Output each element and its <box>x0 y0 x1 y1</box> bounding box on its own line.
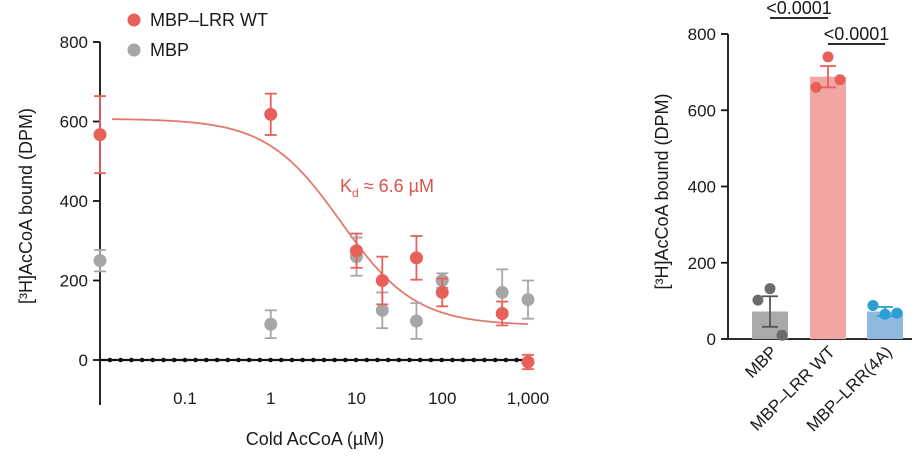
baseline-dot <box>514 357 519 363</box>
baseline-dot <box>236 357 241 363</box>
baseline-dot <box>364 357 370 363</box>
baseline-dot <box>225 357 230 363</box>
baseline-dot <box>289 357 295 363</box>
kd-value: ≈ 6.6 µM <box>359 176 434 196</box>
data-point <box>93 254 107 268</box>
legend-label: MBP–LRR WT <box>150 10 268 30</box>
baseline-dot <box>118 357 123 363</box>
data-point <box>435 285 449 299</box>
baseline-dot <box>418 357 423 363</box>
baseline-dot <box>171 357 177 363</box>
baseline-dot <box>150 357 156 363</box>
data-point <box>409 251 423 265</box>
left-plot: 0 200 400 600 800 0.1 1 10 100 1,000 Cold AcCoA (µ… <box>16 10 549 449</box>
baseline-dot <box>471 357 477 363</box>
data-point <box>93 128 107 142</box>
right-y-tick-label: 800 <box>688 25 716 44</box>
data-point <box>495 306 509 320</box>
replicate-point <box>879 308 891 320</box>
baseline-dot <box>268 357 273 363</box>
replicate-point <box>867 299 879 311</box>
left-y-tick-label: 400 <box>60 192 88 211</box>
baseline-dot <box>482 357 487 363</box>
baseline-dot <box>278 357 284 363</box>
right-y-tick-label: 400 <box>688 178 716 197</box>
data-point <box>521 355 535 369</box>
baseline-dot <box>107 357 113 363</box>
baseline-dot <box>460 357 466 363</box>
replicate-point <box>891 307 903 319</box>
baseline-dot <box>129 357 134 363</box>
left-x-tick-label: 10 <box>347 389 366 408</box>
replicate-point <box>764 283 776 295</box>
left-x-tick-label: 1 <box>266 389 275 408</box>
kd-subscript: d <box>352 186 359 200</box>
baseline-dot <box>385 357 391 363</box>
legend-marker <box>127 13 141 27</box>
kd-letter: K <box>340 176 352 196</box>
significance-label: <0.0001 <box>824 24 890 44</box>
baseline-dot <box>407 357 412 363</box>
replicate-point <box>776 329 788 341</box>
baseline-dot <box>332 357 338 363</box>
baseline-dot <box>193 357 198 363</box>
baseline-dot <box>246 357 252 363</box>
replicate-point <box>822 51 834 63</box>
data-point <box>409 314 423 328</box>
baseline-dot <box>343 357 348 363</box>
kd-annotation: Kd ≈ 6.6 µM <box>340 176 434 200</box>
right-y-tick-label: 200 <box>688 254 716 273</box>
baseline-dot <box>257 357 263 363</box>
data-point <box>521 293 535 307</box>
baseline-dot <box>300 357 305 363</box>
left-x-axis-title: Cold AcCoA (µM) <box>246 429 384 449</box>
legend-marker <box>127 43 141 57</box>
category-label: MBP <box>741 342 780 381</box>
data-point <box>264 317 278 331</box>
left-x-tick-label: 100 <box>428 389 456 408</box>
fit-curve <box>112 118 529 325</box>
baseline-dot <box>396 357 402 363</box>
data-point <box>264 107 278 121</box>
baseline-dot <box>204 357 209 363</box>
left-x-tick-label: 0.1 <box>173 389 197 408</box>
baseline-dot <box>375 357 380 363</box>
legend-label: MBP <box>150 40 189 60</box>
data-point <box>495 285 509 299</box>
baseline-dot <box>428 357 434 363</box>
baseline-dot <box>182 357 188 363</box>
data-point <box>350 244 363 258</box>
baseline-dot <box>439 357 445 363</box>
right-y-tick-label: 0 <box>707 330 716 349</box>
left-y-axis-title: [³H]AcCoA bound (DPM) <box>16 108 36 304</box>
significance-label: <0.0001 <box>766 0 832 18</box>
left-x-tick-label: 1,000 <box>507 389 550 408</box>
baseline-dot <box>311 357 316 363</box>
right-y-tick-label: 600 <box>688 101 716 120</box>
baseline-dot <box>139 357 145 363</box>
left-y-tick-label: 600 <box>60 113 88 132</box>
left-y-tick-label: 800 <box>60 33 88 52</box>
data-point <box>375 303 389 317</box>
data-point <box>375 274 389 287</box>
replicate-point <box>834 74 846 86</box>
baseline-dot <box>503 357 509 363</box>
replicate-point <box>810 81 822 93</box>
baseline-dot <box>353 357 359 363</box>
baseline-dot <box>492 357 498 363</box>
baseline-dot <box>450 357 455 363</box>
left-y-tick-label: 0 <box>79 351 88 370</box>
right-y-axis-title: [³H]AcCoA bound (DPM) <box>652 93 672 289</box>
baseline-dot <box>321 357 327 363</box>
baseline-dot <box>214 357 220 363</box>
left-y-tick-label: 200 <box>60 272 88 291</box>
bar <box>810 76 846 339</box>
replicate-point <box>752 294 764 306</box>
baseline-dot <box>161 357 166 363</box>
